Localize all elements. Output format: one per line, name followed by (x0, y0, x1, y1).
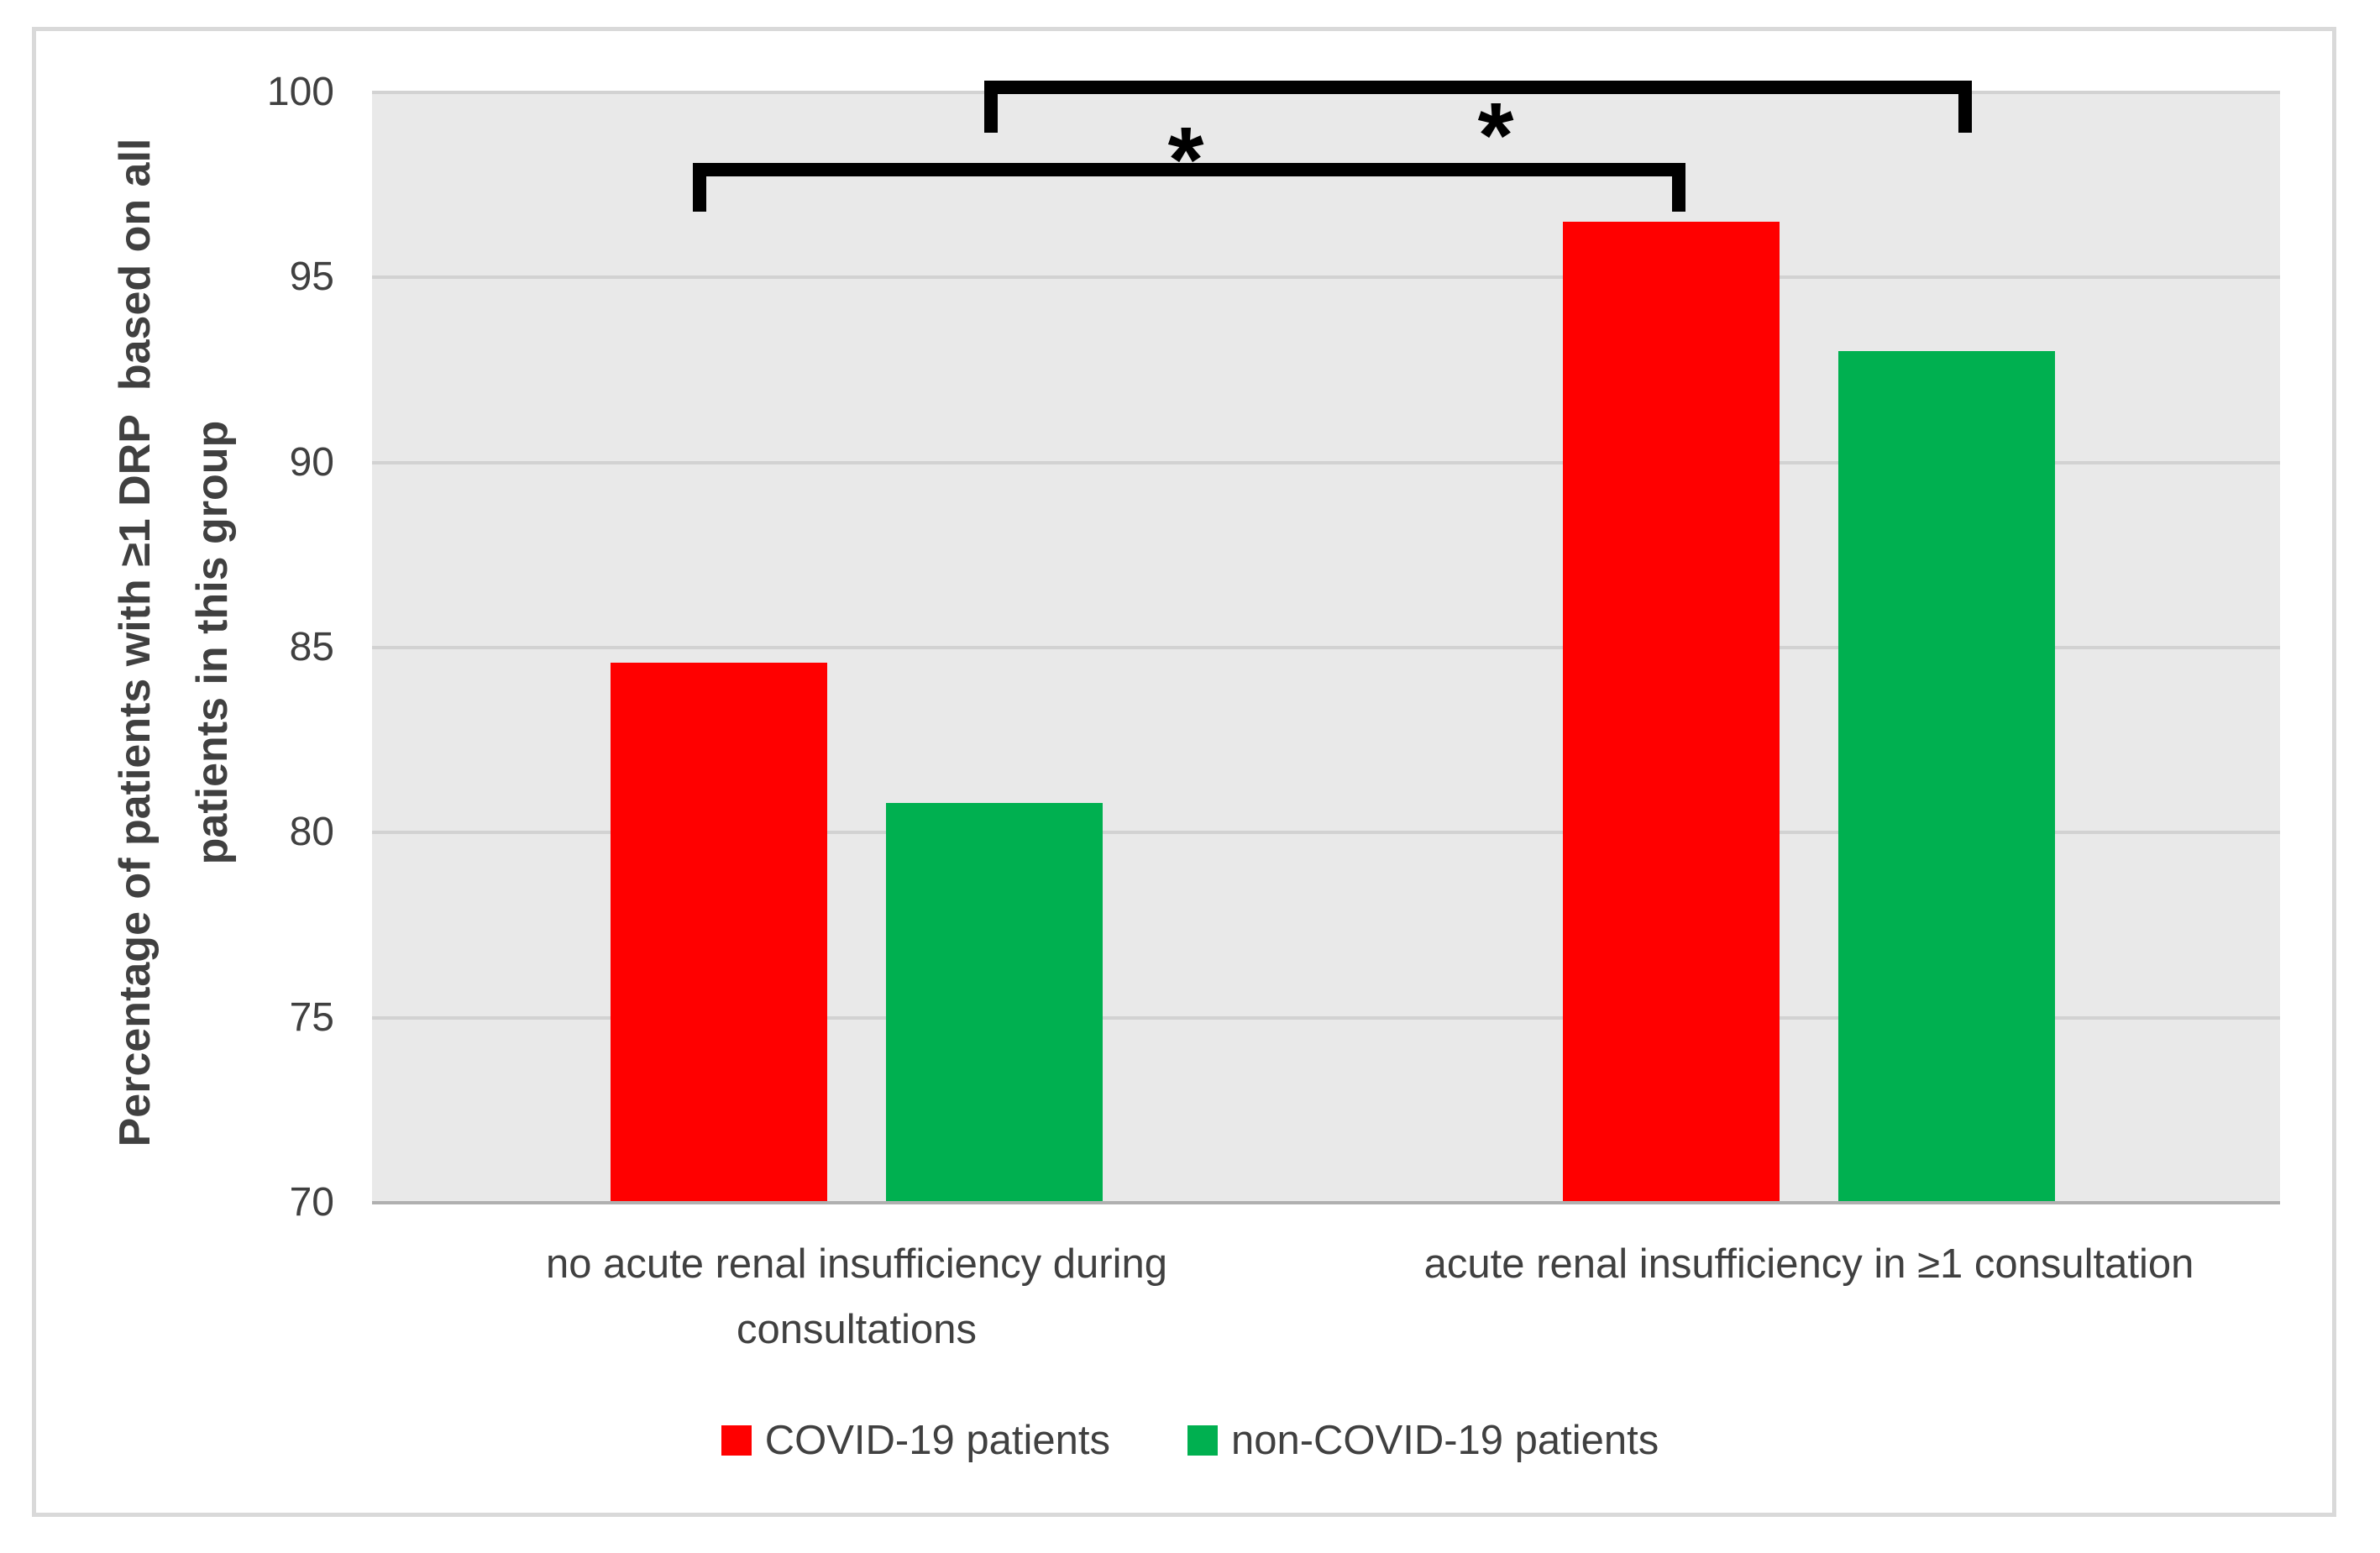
legend-item-non-covid: non-COVID-19 patients (1187, 1417, 1659, 1464)
gridline-80 (372, 831, 2280, 835)
category-label-renal-insufficiency: acute renal insufficiency in ≥1 consulta… (1305, 1231, 2313, 1297)
y-tick-label-90: 90 (289, 439, 334, 485)
significance-bracket-1-left-end (693, 163, 706, 212)
category-label-no-renal-insufficiency: no acute renal insufficiency during cons… (437, 1231, 1276, 1362)
bar-non-covid-19-patients-category-2 (1837, 351, 2055, 1203)
significance-bracket-2-asterisk: * (1477, 84, 1514, 187)
legend-swatch-non-covid (1187, 1425, 1218, 1456)
category-label-line: acute renal insufficiency in ≥1 consulta… (1423, 1241, 2194, 1287)
plot-area (372, 91, 2280, 1204)
legend: COVID-19 patients non-COVID-19 patients (0, 1414, 2380, 1466)
significance-bracket-2-left-end (984, 81, 998, 133)
gridline-85 (372, 646, 2280, 649)
bar-covid-19-patients-category-2 (1562, 222, 1780, 1203)
legend-item-covid: COVID-19 patients (721, 1417, 1110, 1464)
category-label-line: consultations (736, 1307, 977, 1352)
gridline-75 (372, 1015, 2280, 1020)
y-tick-label-85: 85 (289, 625, 334, 669)
gridline-90 (372, 460, 2280, 464)
y-tick-label-100: 100 (266, 70, 334, 114)
significance-bracket-1-asterisk: * (1167, 108, 1204, 212)
figure-border (32, 27, 2336, 1517)
significance-bracket-1-right-end (1672, 163, 1685, 212)
y-tick-label-80: 80 (289, 810, 334, 855)
bar-non-covid-19-patients-category-1 (885, 803, 1103, 1203)
legend-label-covid: COVID-19 patients (764, 1418, 1110, 1463)
significance-bracket-1-horizontal (693, 163, 1685, 176)
y-tick-label-75: 75 (289, 994, 334, 1040)
y-tick-label-70: 70 (289, 1180, 334, 1225)
bar-covid-19-patients-category-1 (610, 662, 827, 1203)
significance-bracket-2-horizontal (984, 81, 1972, 94)
category-label-line: no acute renal insufficiency during (545, 1241, 1167, 1287)
x-axis-line (372, 1201, 2280, 1204)
legend-swatch-covid (721, 1425, 752, 1456)
gridline-95 (372, 275, 2280, 280)
y-tick-label-95: 95 (289, 254, 334, 300)
legend-label-non-covid: non-COVID-19 patients (1230, 1418, 1659, 1463)
significance-bracket-2-right-end (1958, 81, 1972, 133)
